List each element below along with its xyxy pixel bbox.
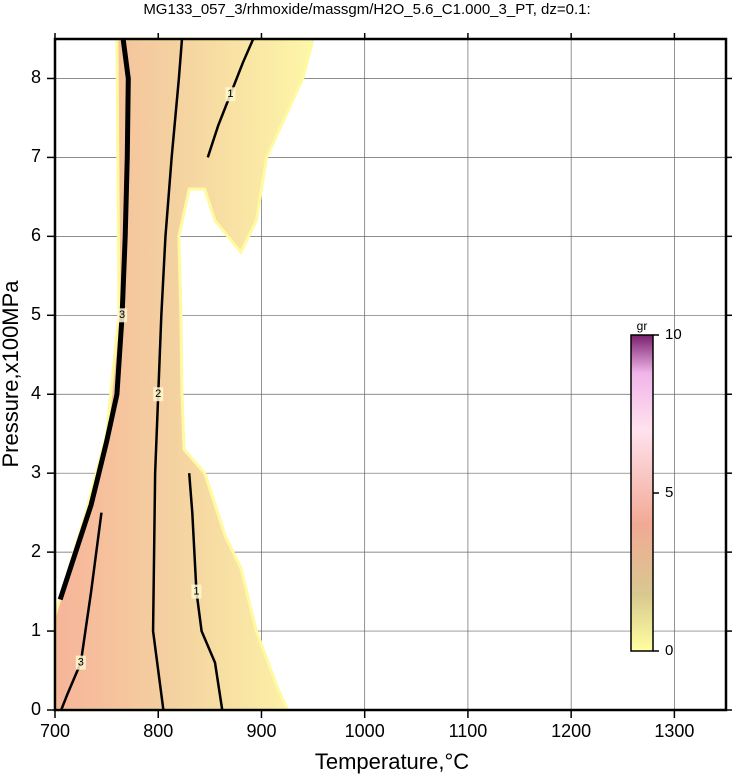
- contour-label: 3: [78, 657, 84, 669]
- contour-label-bg: [191, 584, 202, 599]
- y-tick-label: 1: [31, 620, 41, 640]
- colorbar-tick-label: 0: [665, 642, 673, 659]
- y-tick-label: 6: [31, 225, 41, 245]
- contour-line: [57, 38, 131, 601]
- plot-frame: [53, 37, 728, 712]
- contour-label: 1: [227, 88, 233, 100]
- contour-label-bg: [75, 655, 86, 670]
- colorbar-label: gr: [637, 319, 648, 333]
- contour-label: 3: [119, 309, 125, 321]
- x-tick-label: 800: [143, 721, 173, 741]
- y-axis-label: Pressure,x100MPa: [0, 280, 23, 468]
- y-tick-label: 3: [31, 462, 41, 482]
- x-tick-label: 900: [246, 721, 276, 741]
- y-tick-label: 8: [31, 67, 41, 87]
- y-tick-label: 7: [31, 146, 41, 166]
- y-tick-label: 0: [31, 699, 41, 719]
- contour-label: 1: [193, 585, 199, 597]
- y-tick-label: 4: [31, 383, 41, 403]
- x-axis-label: Temperature,°C: [315, 749, 469, 774]
- y-tick-label: 5: [31, 304, 41, 324]
- x-tick-label: 1200: [551, 721, 591, 741]
- x-tick-label: 700: [40, 721, 70, 741]
- colorbar: [630, 334, 654, 652]
- data-region: [53, 37, 316, 712]
- contour-label-bg: [153, 387, 164, 402]
- colorbar-tick-label: 5: [665, 484, 673, 501]
- chart-title: MG133_057_3/rhmoxide/massgm/H2O_5.6_C1.0…: [143, 1, 590, 18]
- x-tick-label: 1000: [345, 721, 385, 741]
- colorbar-tick-label: 10: [665, 326, 682, 343]
- contour-label-bg: [117, 308, 128, 323]
- contour-label-bg: [225, 87, 236, 102]
- y-tick-label: 2: [31, 541, 41, 561]
- x-tick-label: 1300: [654, 721, 694, 741]
- x-tick-label: 1100: [449, 721, 488, 741]
- contour-label: 2: [155, 388, 161, 400]
